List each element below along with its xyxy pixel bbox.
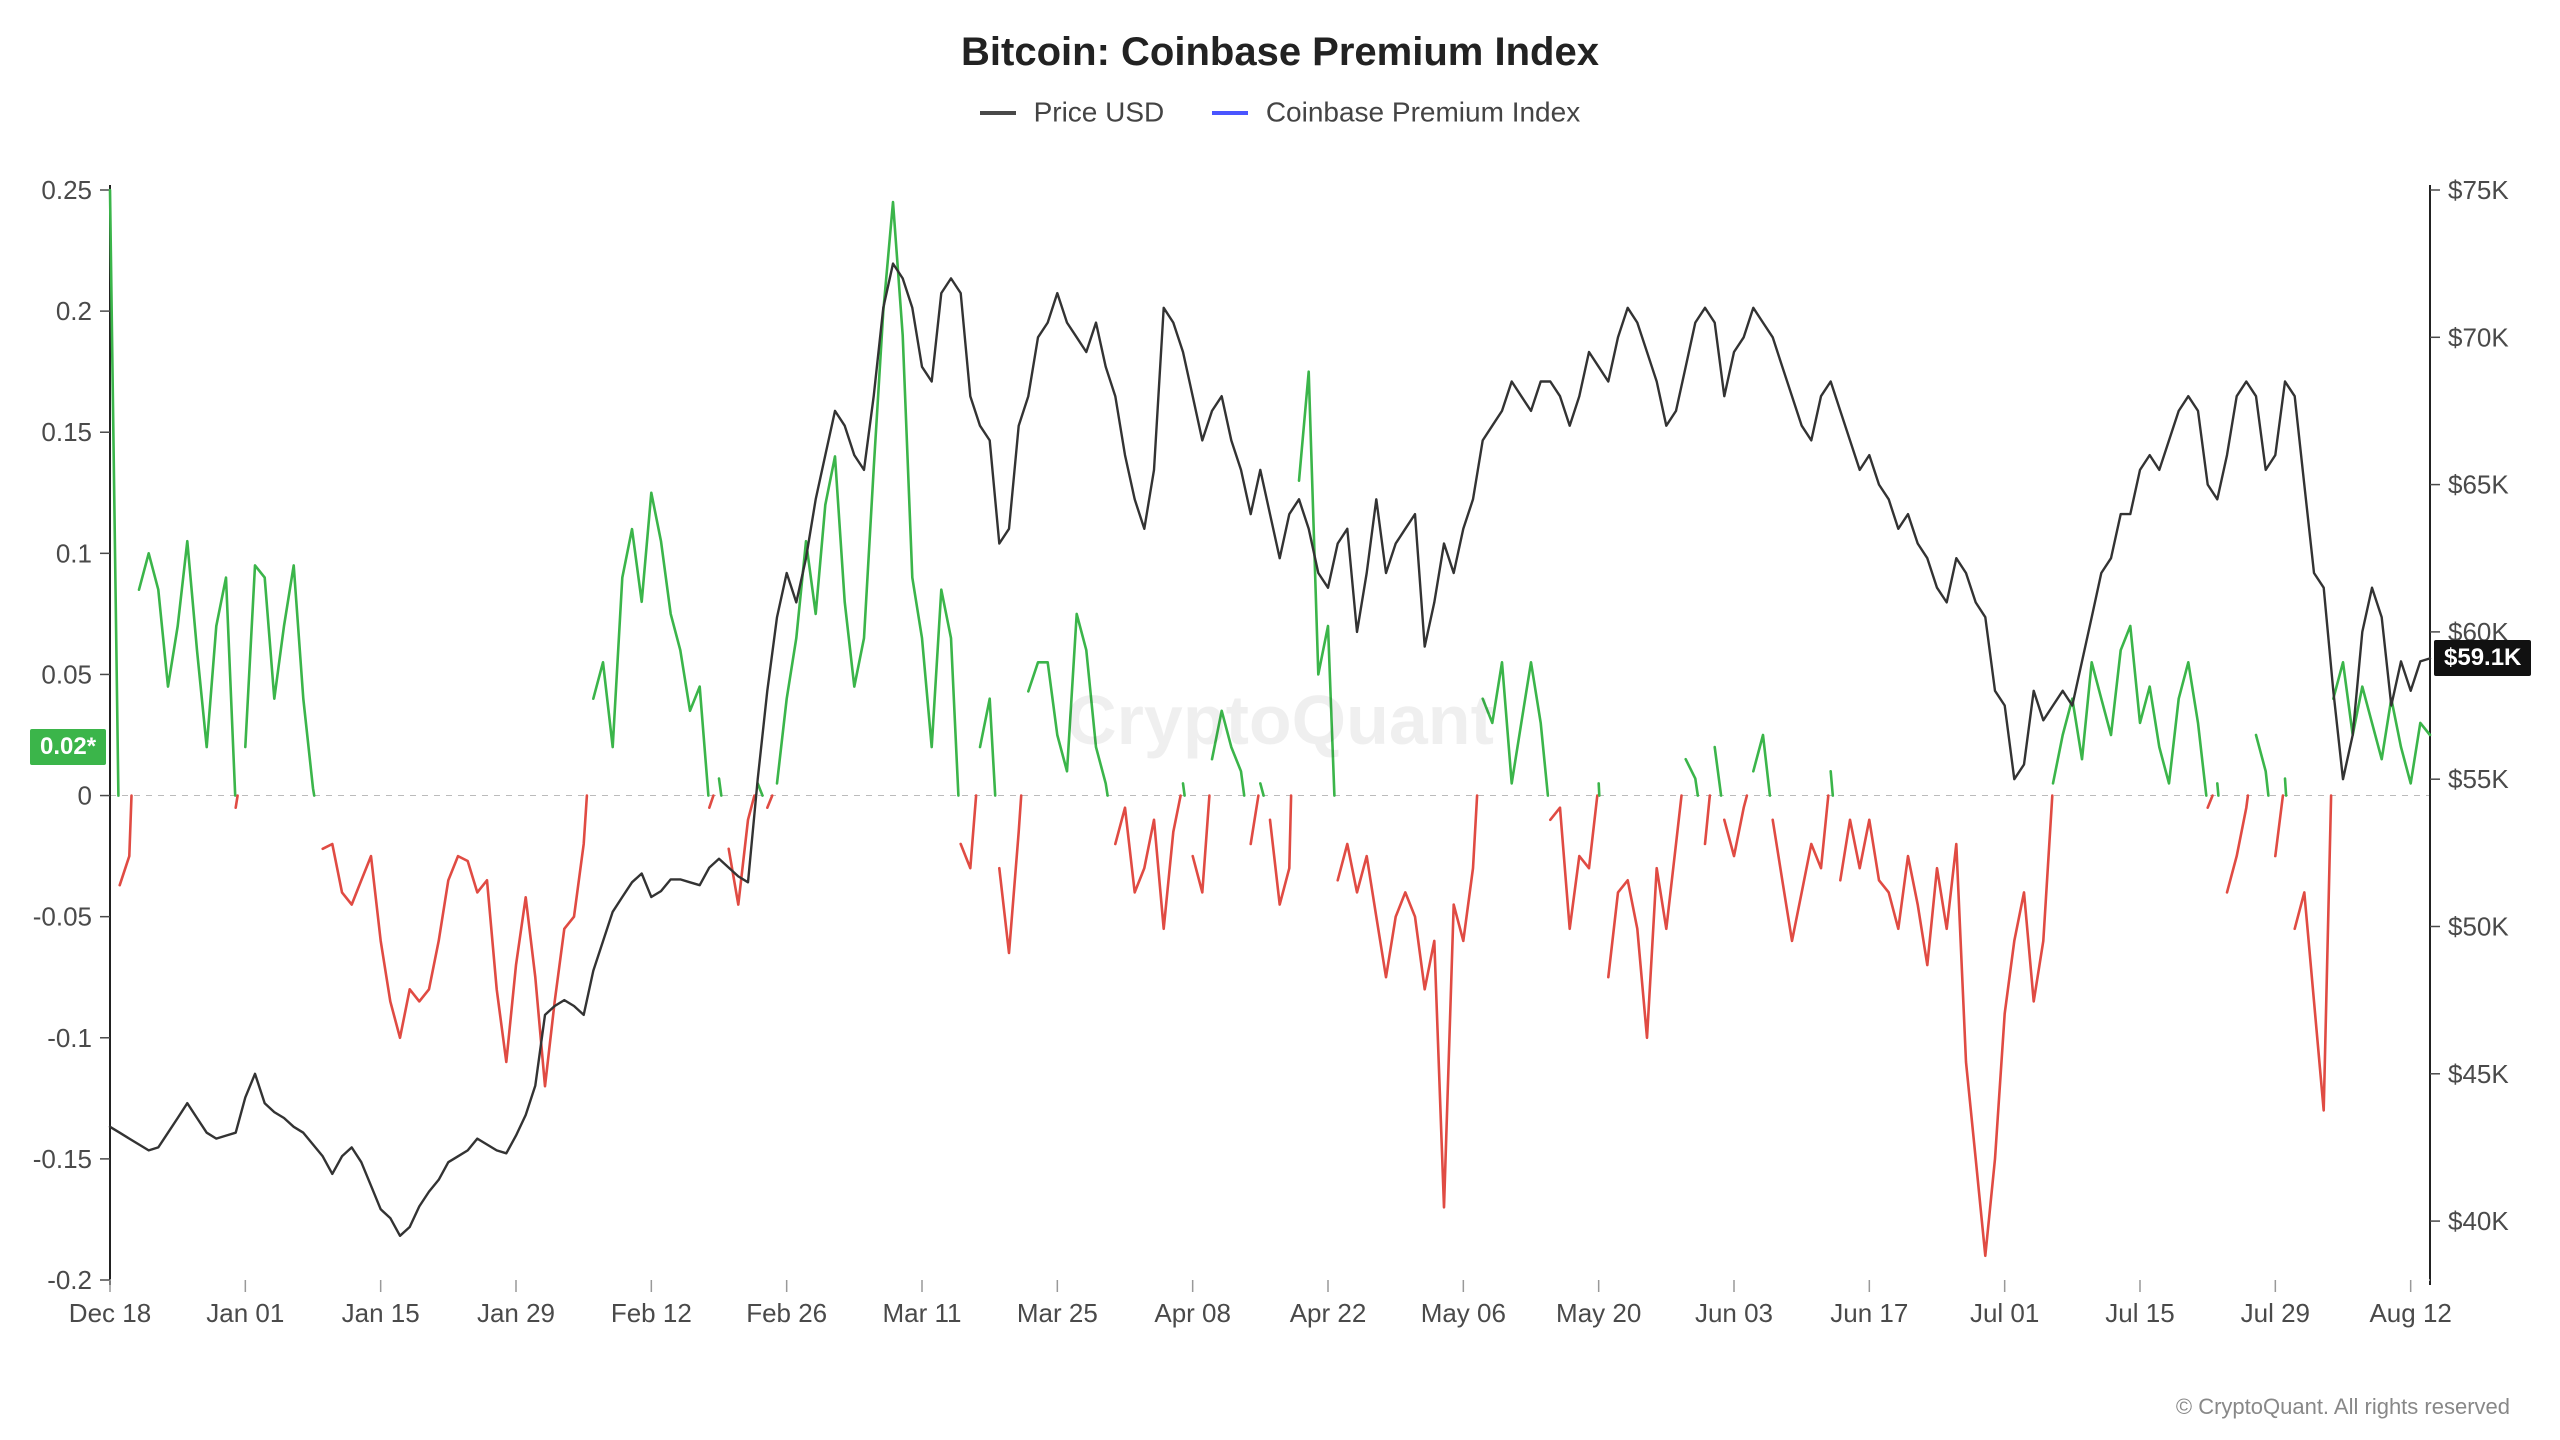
left-axis-badge: 0.02* [30,729,106,765]
svg-text:$40K: $40K [2448,1206,2509,1236]
svg-text:Jan 29: Jan 29 [477,1298,555,1328]
svg-text:Feb 12: Feb 12 [611,1298,692,1328]
svg-text:-0.05: -0.05 [33,902,92,932]
svg-text:Feb 26: Feb 26 [746,1298,827,1328]
svg-text:0.15: 0.15 [41,417,92,447]
svg-text:Jan 01: Jan 01 [206,1298,284,1328]
svg-text:$65K: $65K [2448,470,2509,500]
svg-text:$55K: $55K [2448,764,2509,794]
svg-text:$50K: $50K [2448,911,2509,941]
svg-text:Mar 25: Mar 25 [1017,1298,1098,1328]
right-axis-badge: $59.1K [2434,640,2531,676]
svg-text:0: 0 [78,781,92,811]
svg-text:Jul 01: Jul 01 [1970,1298,2039,1328]
svg-text:Jan 15: Jan 15 [342,1298,420,1328]
svg-text:$70K: $70K [2448,322,2509,352]
svg-text:-0.1: -0.1 [47,1023,92,1053]
chart-svg: -0.2 -0.15 -0.1 -0.05 0 0.05 0.1 0.15 0.2 0.25 $40… [0,0,2560,1440]
svg-text:Aug 12: Aug 12 [2369,1298,2451,1328]
chart-container: Bitcoin: Coinbase Premium Index Price US… [0,0,2560,1440]
svg-text:May 20: May 20 [1556,1298,1641,1328]
svg-text:0.1: 0.1 [56,538,92,568]
svg-text:$45K: $45K [2448,1059,2509,1089]
svg-text:0.25: 0.25 [41,175,92,205]
svg-text:May 06: May 06 [1421,1298,1506,1328]
svg-text:Jun 17: Jun 17 [1830,1298,1908,1328]
svg-text:Jul 29: Jul 29 [2241,1298,2310,1328]
svg-text:Dec 18: Dec 18 [69,1298,151,1328]
footer-copyright: © CryptoQuant. All rights reserved [2176,1394,2510,1420]
svg-text:0.2: 0.2 [56,296,92,326]
svg-text:Jul 15: Jul 15 [2105,1298,2174,1328]
svg-text:$75K: $75K [2448,175,2509,205]
svg-text:-0.15: -0.15 [33,1144,92,1174]
svg-text:0.05: 0.05 [41,659,92,689]
svg-text:-0.2: -0.2 [47,1265,92,1295]
svg-text:Mar 11: Mar 11 [883,1298,962,1328]
svg-text:Apr 22: Apr 22 [1290,1298,1367,1328]
svg-text:Jun 03: Jun 03 [1695,1298,1773,1328]
svg-text:Apr 08: Apr 08 [1154,1298,1231,1328]
